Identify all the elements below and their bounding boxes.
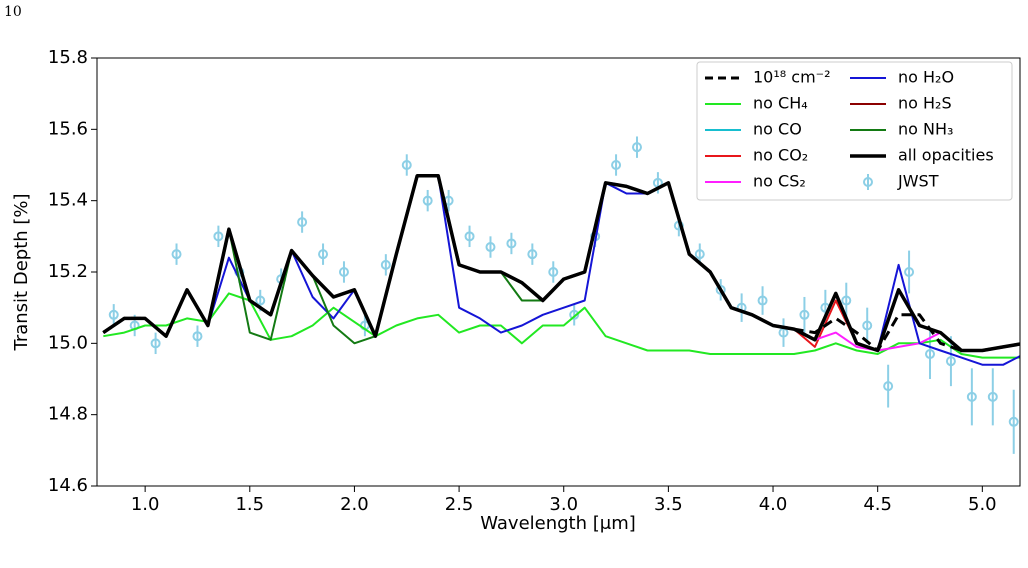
data-point (380, 259, 391, 270)
data-point (171, 249, 182, 260)
data-point (255, 295, 266, 306)
x-tick-label: 4.5 (863, 494, 892, 515)
data-point (569, 309, 580, 320)
data-point (318, 249, 329, 260)
data-point (841, 295, 852, 306)
data-point (611, 160, 622, 170)
x-axis-label: Wavelength [μm] (480, 513, 636, 534)
x-tick-label: 3.0 (549, 494, 578, 515)
y-tick-label: 14.8 (48, 404, 88, 425)
plot-frame (96, 57, 1021, 487)
data-point (925, 349, 936, 360)
legend-swatch (863, 177, 873, 187)
data-point (548, 267, 559, 277)
y-tick-label: 15.0 (48, 332, 88, 353)
data-point (192, 331, 203, 342)
legend-label: no NH₃ (898, 120, 953, 139)
legend-label: JWST (897, 172, 939, 191)
x-tick-label: 4.0 (759, 494, 788, 515)
series-line (103, 292, 1020, 359)
data-point (987, 391, 998, 402)
data-point (213, 231, 224, 242)
x-tick-label: 2.0 (340, 494, 369, 515)
data-point (1008, 416, 1019, 427)
data-point (883, 381, 894, 392)
data-point (401, 160, 412, 170)
data-point (527, 249, 538, 260)
data-point (757, 295, 768, 306)
x-tick-label: 3.5 (654, 494, 683, 515)
data-point (945, 356, 956, 367)
y-tick-label: 15.8 (48, 47, 88, 68)
data-point (715, 284, 726, 295)
data-point (694, 249, 705, 260)
x-tick-label: 5.0 (968, 494, 997, 515)
legend-label: no CO (753, 120, 802, 139)
data-point (464, 231, 475, 242)
y-tick-label: 15.4 (48, 190, 88, 211)
data-point (297, 217, 308, 228)
legend-label: 10¹⁸ cm⁻² (753, 68, 831, 87)
data-point (150, 338, 161, 349)
y-tick-label: 15.2 (48, 261, 88, 282)
data-point (966, 391, 977, 402)
legend-label: no H₂O (898, 68, 954, 87)
data-point (904, 267, 915, 277)
x-tick-label: 2.5 (445, 494, 474, 515)
data-point (506, 238, 517, 249)
legend-label: no CO₂ (753, 146, 808, 165)
y-tick-label: 15.6 (48, 118, 88, 139)
data-point (862, 320, 873, 331)
data-point (422, 195, 433, 206)
x-tick-label: 1.5 (235, 494, 264, 515)
plot (102, 136, 1020, 454)
legend-label: no CH₄ (753, 94, 808, 113)
legend-label: no H₂S (898, 94, 952, 113)
legend-label: all opacities (898, 146, 994, 165)
data-point (799, 309, 810, 320)
y-tick-label: 14.6 (48, 475, 88, 496)
data-point (108, 309, 119, 320)
series-line (102, 173, 1020, 353)
page-number: 10 (4, 4, 22, 20)
legend-label: no CS₂ (753, 172, 806, 191)
data-point (338, 267, 349, 277)
y-axis-label: Transit Depth [%] (11, 193, 32, 351)
data-point (631, 142, 642, 153)
data-point (485, 242, 496, 253)
x-tick-label: 1.0 (131, 494, 160, 515)
